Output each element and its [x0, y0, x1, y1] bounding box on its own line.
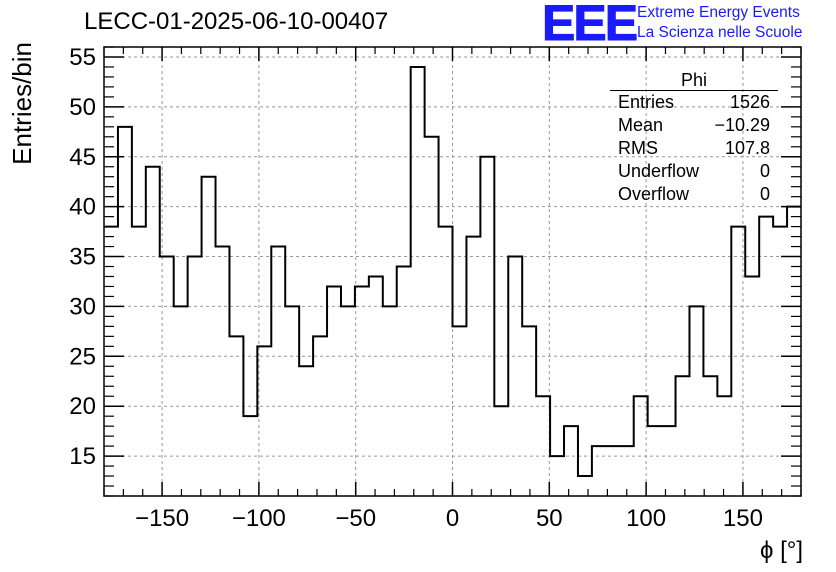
x-tick-label: −100 [232, 505, 286, 532]
chart-title: LECC-01-2025-06-10-00407 [84, 8, 389, 35]
stats-label: Entries [618, 92, 675, 112]
stats-row-overflow: Overflow 0 [610, 183, 778, 206]
stats-value: 0 [759, 184, 770, 204]
y-tick-label: 25 [69, 343, 96, 370]
x-tick-labels: −150 −100 −50 0 50 100 150 [135, 505, 763, 532]
stats-title: Phi [610, 70, 778, 91]
y-tick-label: 45 [69, 144, 96, 171]
y-axis-label: Entries/bin [7, 42, 37, 165]
stats-label: Overflow [618, 184, 690, 204]
y-tick-label: 15 [69, 443, 96, 470]
stats-row-underflow: Underflow 0 [610, 160, 778, 183]
y-tick-label: 40 [69, 194, 96, 221]
stats-row-mean: Mean −10.29 [610, 114, 778, 137]
y-tick-label: 55 [69, 44, 96, 71]
stats-box: Phi Entries 1526 Mean −10.29 RMS 107.8 U… [610, 70, 778, 206]
histogram-step-line [104, 65, 801, 478]
x-tick-label: −50 [335, 505, 376, 532]
y-tick-labels: 15 20 25 30 35 40 45 50 55 [69, 44, 96, 470]
x-tick-label: 100 [626, 505, 666, 532]
logo-line-2: La Scienza nelle Scuole [637, 24, 803, 41]
y-tick-label: 30 [69, 293, 96, 320]
x-tick-label: 0 [446, 505, 459, 532]
y-tick-label: 50 [69, 94, 96, 121]
stats-label: Underflow [618, 161, 700, 181]
axis-ticks [103, 46, 802, 497]
logo-line-1: Extreme Energy Events [637, 4, 800, 21]
stats-label: Mean [618, 115, 664, 135]
stats-value: 0 [759, 161, 770, 181]
stats-value: 107.8 [724, 138, 770, 158]
y-tick-label: 35 [69, 244, 96, 271]
logo-caption: Extreme Energy Events La Scienza nelle S… [637, 3, 802, 43]
stats-row-entries: Entries 1526 [610, 91, 778, 114]
x-axis-label: ϕ [°] [760, 537, 803, 564]
x-tick-label: −150 [135, 505, 189, 532]
stats-label: RMS [618, 138, 658, 158]
x-tick-label: 50 [536, 505, 563, 532]
stats-value: −10.29 [714, 115, 770, 135]
y-tick-label: 20 [69, 393, 96, 420]
stats-value: 1526 [729, 92, 770, 112]
stats-row-rms: RMS 107.8 [610, 137, 778, 160]
eee-logo: EEE [541, 0, 638, 51]
x-tick-label: 150 [723, 505, 763, 532]
